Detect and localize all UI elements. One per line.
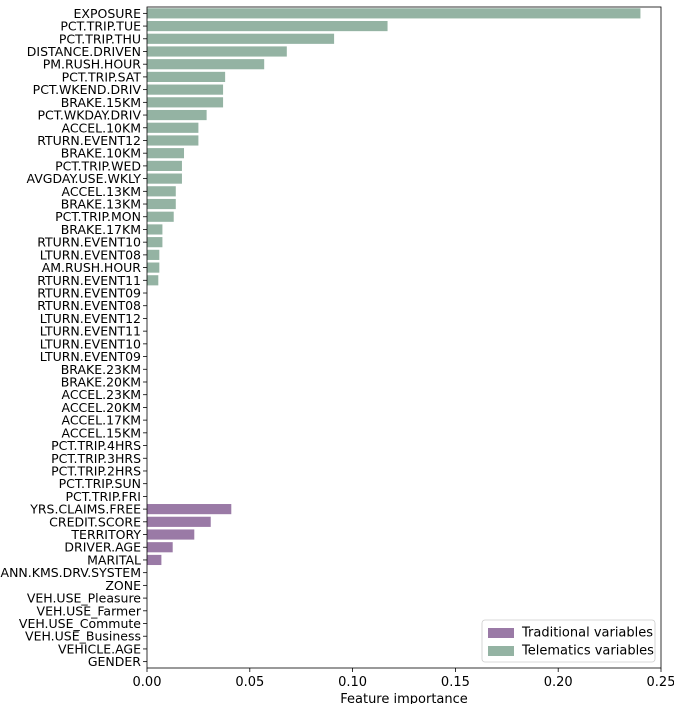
category-label-rturn-event10: RTURN.EVENT10 [37,235,141,250]
category-label-pm-rush-hour: PM.RUSH.HOUR [43,57,142,72]
category-label-lturn-event08: LTURN.EVENT08 [40,247,141,262]
category-label-pct-trip-2hrs: PCT.TRIP.2HRS [51,463,141,478]
category-label-brake-20km: BRAKE.20KM [61,374,141,389]
category-label-pct-trip-wed: PCT.TRIP.WED [55,158,141,173]
legend-swatch-telematics [488,646,514,656]
category-label-pct-trip-fri: PCT.TRIP.FRI [65,489,141,504]
bar-pct-trip-tue [147,20,388,32]
x-axis-label: Feature importance [340,692,468,704]
legend: Traditional variables Telematics variabl… [481,619,656,663]
bar-accel-10km [147,122,199,133]
category-label-vehicle-age: VEHICLE.AGE [58,641,141,656]
category-label-pct-trip-sat: PCT.TRIP.SAT [62,69,142,84]
bar-accel-13km [147,186,176,197]
bar-pm-rush-hour [147,59,265,70]
bar-rturn-event10 [147,237,163,248]
category-label-accel-10km: ACCEL.10KM [61,120,141,135]
category-label-rturn-event11: RTURN.EVENT11 [37,273,141,288]
category-labels: EXPOSUREPCT.TRIP.TUEPCT.TRIP.THUDISTANCE… [1,6,147,669]
category-label-brake-17km: BRAKE.17KM [61,222,141,237]
category-label-brake-15km: BRAKE.15KM [61,95,141,110]
category-label-driver-age: DRIVER.AGE [64,540,141,555]
category-label-pct-wkend-driv: PCT.WKEND.DRIV [33,82,142,97]
category-label-brake-23km: BRAKE.23KM [61,362,141,377]
category-label-rturn-event09: RTURN.EVENT09 [37,286,141,301]
category-label-avgday-use-wkly: AVGDAY.USE.WKLY [26,171,141,186]
category-label-accel-20km: ACCEL.20KM [61,400,141,415]
category-label-gender: GENDER [88,654,141,669]
category-label-territory: TERRITORY [70,527,141,542]
category-label-brake-10km: BRAKE.10KM [61,146,141,161]
bar-am-rush-hour [147,262,160,273]
x-tick-label: 0.15 [441,675,470,690]
plot-frame [146,6,662,669]
category-label-rturn-event08: RTURN.EVENT08 [37,298,141,313]
bar-pct-wkday-driv [147,109,207,121]
category-label-accel-23km: ACCEL.23KM [61,387,141,402]
bar-pct-trip-mon [147,211,174,222]
category-label-yrs-claims-free: YRS.CLAIMS.FREE [29,502,141,517]
category-label-veh-use-commute: VEH.USE_Commute [19,616,141,631]
category-label-exposure: EXPOSURE [73,6,141,21]
category-label-pct-trip-tue: PCT.TRIP.TUE [60,19,141,34]
bar-pct-wkend-driv [147,84,224,95]
bar-brake-17km [147,224,163,235]
category-label-ann-kms-drv-system: ANN.KMS.DRV.SYSTEM [1,565,141,580]
bar-group [147,8,641,566]
x-axis-ticks: 0.00 0.05 0.10 0.15 0.20 0.25 [133,668,674,690]
bar-credit-score [147,516,211,527]
category-label-lturn-event09: LTURN.EVENT09 [40,349,141,364]
category-label-brake-13km: BRAKE.13KM [61,197,141,212]
bar-territory [147,529,195,540]
category-label-pct-trip-4hrs: PCT.TRIP.4HRS [51,438,141,453]
bar-marital [147,554,162,566]
bar-pct-trip-sat [147,71,226,82]
category-label-rturn-event12: RTURN.EVENT12 [37,133,141,148]
category-label-pct-trip-mon: PCT.TRIP.MON [55,209,141,224]
bar-exposure [147,8,641,19]
x-tick-label: 0.25 [647,675,674,690]
bar-lturn-event08 [147,249,160,260]
x-tick-label: 0.20 [544,675,573,690]
x-tick-label: 0.05 [235,675,264,690]
bar-rturn-event11 [147,275,159,286]
bar-rturn-event12 [147,135,199,146]
category-label-lturn-event10: LTURN.EVENT10 [40,336,141,351]
bar-yrs-claims-free [147,504,232,515]
category-label-lturn-event12: LTURN.EVENT12 [40,311,141,326]
category-label-pct-wkday-driv: PCT.WKDAY.DRIV [37,108,141,123]
category-label-pct-trip-3hrs: PCT.TRIP.3HRS [51,451,141,466]
bar-brake-15km [147,97,224,108]
legend-label-telematics: Telematics variables [521,644,654,659]
category-label-pct-trip-thu: PCT.TRIP.THU [59,31,141,46]
category-label-accel-13km: ACCEL.13KM [61,184,141,199]
category-label-veh-use-pleasure: VEH.USE_Pleasure [27,591,141,606]
bar-distance-driven [147,46,287,57]
category-label-accel-15km: ACCEL.15KM [61,425,141,440]
bar-driver-age [147,542,173,553]
bar-pct-trip-thu [147,33,335,44]
bar-brake-13km [147,198,176,210]
category-label-veh-use-business: VEH.USE_Business [25,629,141,644]
legend-swatch-traditional [488,628,514,638]
category-label-am-rush-hour: AM.RUSH.HOUR [42,260,142,275]
bar-pct-trip-wed [147,160,182,171]
category-label-lturn-event11: LTURN.EVENT11 [40,324,141,339]
legend-box [481,619,656,663]
category-label-pct-trip-sun: PCT.TRIP.SUN [59,476,141,491]
category-label-marital: MARITAL [87,552,141,567]
category-label-veh-use-farmer: VEH.USE_Farmer [37,603,142,618]
x-tick-label: 0.00 [133,675,162,690]
legend-label-traditional: Traditional variables [521,626,653,641]
category-label-credit-score: CREDIT.SCORE [49,514,141,529]
category-label-distance-driven: DISTANCE.DRIVEN [27,44,141,59]
x-tick-label: 0.10 [338,675,367,690]
category-label-accel-17km: ACCEL.17KM [61,413,141,428]
category-label-zone: ZONE [105,578,141,593]
bar-brake-10km [147,148,185,159]
bar-avgday-use-wkly [147,173,182,184]
